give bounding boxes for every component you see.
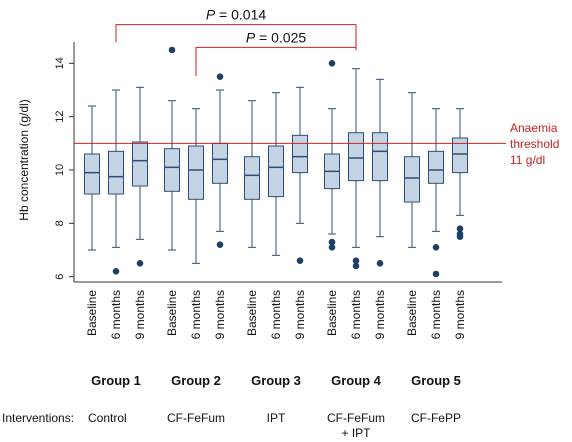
comparison-bracket-1 — [115, 24, 357, 50]
group-label-5: Group 5 — [411, 373, 461, 388]
x-tick-label-g3-t1: Baseline — [245, 290, 259, 336]
intervention-label-2-1: CF-FeFum — [167, 411, 225, 425]
outlier-g5-t2-1 — [432, 244, 440, 251]
outlier-g2-t3-1 — [216, 73, 224, 80]
box-g5-t1 — [404, 156, 420, 203]
intervention-label-3-1: IPT — [267, 411, 286, 425]
y-tick-label-6: 6 — [54, 274, 66, 280]
box-g3-t3 — [292, 134, 308, 174]
x-tick-label-g1-t1: Baseline — [85, 290, 99, 336]
comparison-label-1: P = 0.014 — [206, 7, 267, 23]
outlier-g5-t2-2 — [432, 270, 440, 278]
x-tick-label-g2-t1: Baseline — [165, 290, 179, 336]
interventions-prefix-label: Interventions: — [2, 411, 74, 425]
plot-area: 6 8 10 12 14 Baseline 6 months 9 months Group 1 C… — [54, 7, 559, 440]
x-tick-label-g2-t2: 6 months — [189, 290, 203, 339]
box-g3-t1 — [244, 156, 260, 200]
x-tick-label-g1-t2: 6 months — [109, 290, 123, 339]
x-tick-label-g4-t1: Baseline — [325, 290, 339, 336]
y-tick-label-12: 12 — [54, 111, 66, 123]
outlier-g2-t3-2 — [216, 241, 224, 248]
x-tick-label-g4-t2: 6 months — [349, 290, 363, 339]
intervention-label-4-2: + IPT — [341, 426, 371, 440]
group-label-1: Group 1 — [91, 373, 141, 388]
box-g2-t1 — [164, 148, 180, 192]
outlier-g4-t1-1 — [328, 60, 336, 67]
group-label-3: Group 3 — [251, 373, 301, 388]
x-tick-label-g5-t3: 9 months — [453, 290, 467, 339]
comparison-bracket-2 — [195, 46, 357, 76]
box-g1-t1 — [84, 153, 100, 195]
box-g4-t3 — [372, 132, 388, 182]
outlier-g4-t1-2 — [328, 238, 336, 246]
outlier-g5-t3-1 — [456, 225, 464, 232]
comparison-label-2: P = 0.025 — [246, 29, 307, 45]
threshold-label-2: threshold — [510, 137, 559, 151]
outlier-g4-t2-1 — [352, 257, 360, 264]
outlier-g4-t1-3 — [328, 244, 336, 251]
outlier-g2-t1-1 — [168, 46, 176, 54]
y-tick-label-10: 10 — [54, 164, 66, 176]
y-tick-label-8: 8 — [54, 220, 66, 226]
outlier-g3-t3-1 — [296, 257, 304, 264]
x-tick-label-g4-t3: 9 months — [373, 290, 387, 339]
threshold-label-1: Anaemia — [510, 121, 558, 135]
outlier-g4-t2-2 — [352, 262, 360, 270]
outlier-g5-t3-3 — [456, 233, 464, 240]
x-tick-label-g5-t2: 6 months — [429, 290, 443, 339]
group-label-4: Group 4 — [331, 373, 382, 388]
outlier-g1-t3-1 — [136, 260, 144, 267]
x-tick-label-g3-t2: 6 months — [269, 290, 283, 339]
outlier-g4-t3-1 — [376, 260, 384, 267]
box-g1-t3 — [132, 141, 148, 187]
y-tick-label-14: 14 — [54, 57, 66, 69]
box-g2-t2 — [188, 145, 204, 200]
box-g3-t2 — [268, 145, 284, 198]
intervention-label-5-1: CF-FePP — [411, 411, 461, 425]
box-g2-t3 — [212, 142, 228, 184]
x-tick-label-g2-t3: 9 months — [213, 290, 227, 339]
x-tick-label-g5-t1: Baseline — [405, 290, 419, 336]
group-label-2: Group 2 — [171, 373, 221, 388]
threshold-label-3: 11 g/dl — [510, 153, 545, 167]
intervention-label-4-1: CF-FeFum — [327, 411, 385, 425]
outlier-g1-t2-1 — [112, 268, 120, 275]
x-tick-label-g3-t3: 9 months — [293, 290, 307, 339]
x-tick-label-g1-t3: 9 months — [133, 290, 147, 339]
box-g4-t2 — [348, 132, 364, 182]
box-g5-t3 — [452, 137, 468, 174]
y-axis-label: Hb concentration (g/dl) — [17, 99, 31, 220]
intervention-label-1-1: Control — [88, 411, 127, 425]
box-g5-t2 — [428, 150, 444, 184]
box-g1-t2 — [108, 150, 124, 195]
